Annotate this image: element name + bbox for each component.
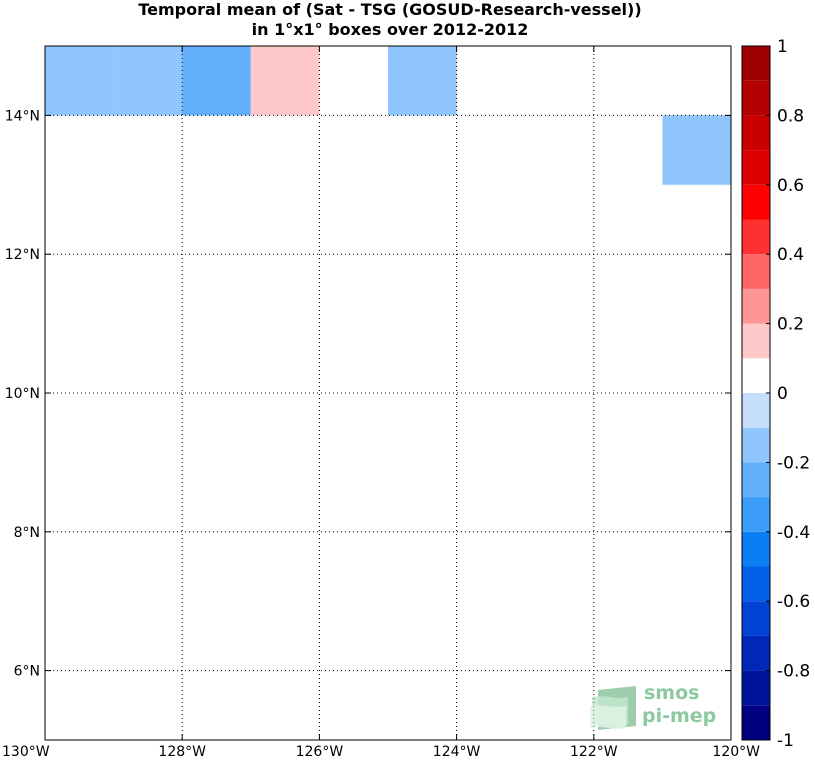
y-tick-label: 12°N bbox=[5, 247, 40, 263]
x-tick-label: 126°W bbox=[296, 744, 344, 760]
colorbar-segment bbox=[742, 566, 770, 602]
colorbar-tick-label: 0.4 bbox=[777, 245, 804, 265]
axis-ticks bbox=[44, 46, 732, 740]
x-tick-label: 130°W bbox=[2, 744, 50, 760]
y-tick-label: 6°N bbox=[14, 664, 40, 680]
colorbar-tick-label: 0.8 bbox=[777, 106, 804, 126]
colorbar-tick-label: -0.2 bbox=[777, 453, 810, 473]
colorbar-segment bbox=[742, 427, 770, 463]
colorbar-tick-label: 0 bbox=[777, 384, 788, 404]
colorbar-segment bbox=[742, 393, 770, 428]
chart-title: Temporal mean of (Sat - TSG (GOSUD-Resea… bbox=[0, 0, 780, 40]
colorbar-segment bbox=[742, 288, 770, 324]
x-axis-tick-labels: 130°W 128°W 126°W 124°W 122°W 120°W bbox=[2, 744, 760, 760]
heatmap-cell-2 bbox=[113, 46, 183, 116]
colorbar-tick-label: 1 bbox=[777, 37, 788, 57]
colorbar-tick-label: 0.2 bbox=[777, 315, 804, 335]
colorbar-segment bbox=[742, 462, 770, 498]
y-tick-label: 14°N bbox=[5, 108, 40, 124]
colorbar-segment bbox=[742, 601, 770, 636]
chart-title-line-2: in 1°x1° boxes over 2012-2012 bbox=[251, 20, 529, 39]
gridlines bbox=[45, 46, 731, 740]
colorbar-segment bbox=[742, 46, 770, 81]
colorbar-segment bbox=[742, 254, 770, 289]
colorbar-segment bbox=[742, 705, 770, 740]
y-axis-tick-labels: 6°N 8°N 10°N 12°N 14°N bbox=[5, 108, 40, 679]
logo-text-pi-mep: pi-mep bbox=[642, 705, 716, 727]
y-tick-label: 10°N bbox=[5, 386, 40, 402]
x-tick-label: 122°W bbox=[570, 744, 618, 760]
heatmap-cell-1 bbox=[45, 46, 114, 116]
colorbar-segment bbox=[742, 184, 770, 220]
colorbar-segment bbox=[742, 323, 770, 359]
colorbar-segment bbox=[742, 670, 770, 706]
x-tick-label: 128°W bbox=[158, 744, 206, 760]
colorbar-segment bbox=[742, 497, 770, 532]
colorbar-segment bbox=[742, 219, 770, 255]
colorbar-segment bbox=[742, 635, 770, 671]
colorbar-segment bbox=[742, 358, 770, 393]
colorbar bbox=[742, 46, 770, 740]
colorbar-tick-labels: 1 0.8 0.6 0.4 0.2 0 -0.2 -0.4 -0.6 -0.8 -1 bbox=[766, 37, 810, 751]
logo-text-smos: smos bbox=[644, 682, 699, 704]
logo-mark bbox=[590, 686, 636, 730]
x-tick-label: 124°W bbox=[433, 744, 481, 760]
y-tick-label: 8°N bbox=[14, 525, 40, 541]
heatmap-cell-3 bbox=[182, 46, 251, 116]
colorbar-segment bbox=[742, 115, 770, 151]
heatmap-cells bbox=[45, 46, 731, 185]
colorbar-segment bbox=[742, 150, 770, 185]
heatmap-cell-5 bbox=[388, 46, 457, 116]
chart-title-line-1: Temporal mean of (Sat - TSG (GOSUD-Resea… bbox=[138, 0, 642, 19]
smos-pi-mep-logo: smos pi-mep bbox=[590, 682, 716, 730]
colorbar-tick-label: 0.6 bbox=[777, 176, 804, 196]
heatmap-cell-4 bbox=[250, 46, 320, 116]
colorbar-tick-label: -1 bbox=[777, 731, 794, 751]
heatmap-cell-6 bbox=[662, 115, 731, 185]
colorbar-segment bbox=[742, 531, 770, 567]
colorbar-tick-label: -0.8 bbox=[777, 662, 810, 682]
colorbar-segment bbox=[742, 80, 770, 116]
x-tick-label: 120°W bbox=[712, 744, 760, 760]
colorbar-tick-label: -0.4 bbox=[777, 523, 810, 543]
plot-frame bbox=[44, 45, 732, 741]
colorbar-tick-label: -0.6 bbox=[777, 592, 810, 612]
